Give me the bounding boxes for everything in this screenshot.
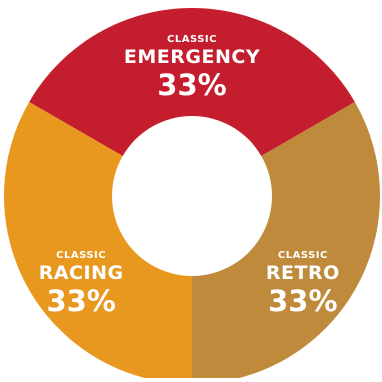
slice-category-label: CLASSIC	[56, 250, 106, 261]
slice-category-label: CLASSIC	[167, 34, 217, 45]
labels-group: CLASSICEMERGENCY33%CLASSICRETRO33%CLASSI…	[39, 34, 340, 318]
slice-percent-label: 33%	[157, 68, 226, 102]
slices-group	[4, 8, 380, 382]
slice-percent-label: 33%	[268, 284, 337, 318]
slice-emergency	[29, 8, 355, 156]
slice-percent-label: 33%	[46, 284, 115, 318]
slice-category-label: CLASSIC	[278, 250, 328, 261]
slice-racing	[4, 102, 192, 382]
slice-retro	[192, 102, 380, 382]
slice-name-label: EMERGENCY	[124, 46, 260, 68]
slice-name-label: RACING	[39, 262, 124, 284]
slice-name-label: RETRO	[266, 262, 340, 284]
